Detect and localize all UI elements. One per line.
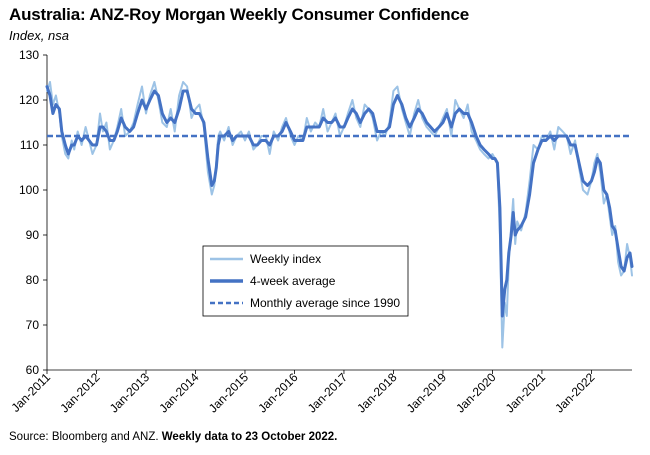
x-tick-label: Jan-2018 bbox=[354, 370, 400, 416]
legend-label-4week: 4-week average bbox=[250, 274, 336, 288]
source-note: Source: Bloomberg and ANZ. Weekly data t… bbox=[9, 431, 337, 443]
x-tick-label: Jan-2017 bbox=[305, 370, 351, 416]
x-tick-label: Jan-2021 bbox=[503, 370, 549, 416]
series-layer bbox=[45, 81, 634, 349]
y-tick-label: 70 bbox=[26, 318, 40, 332]
y-tick-label: 110 bbox=[20, 138, 39, 152]
legend-label-monthly-average: Monthly average since 1990 bbox=[250, 296, 400, 310]
x-tick-label: Jan-2022 bbox=[552, 370, 598, 416]
y-tick-label: 90 bbox=[26, 228, 40, 242]
x-tick-label: Jan-2013 bbox=[107, 370, 153, 416]
source-date-note: Weekly data to 23 October 2022. bbox=[161, 431, 338, 443]
x-tick-label: Jan-2015 bbox=[206, 370, 252, 416]
chart-title: Australia: ANZ-Roy Morgan Weekly Consume… bbox=[9, 5, 470, 24]
x-tick-label: Jan-2016 bbox=[255, 370, 301, 416]
legend: Weekly index 4-week average Monthly aver… bbox=[202, 245, 409, 317]
series-line-4-week-average bbox=[45, 85, 634, 318]
y-tick-label: 60 bbox=[26, 363, 40, 377]
y-tick-label: 100 bbox=[19, 183, 39, 197]
y-tick-label: 130 bbox=[19, 48, 39, 62]
chart-subtitle: Index, nsa bbox=[9, 28, 69, 43]
x-tick-label: Jan-2020 bbox=[453, 370, 499, 416]
source-text: Source: Bloomberg and ANZ. bbox=[9, 431, 162, 443]
y-tick-label: 120 bbox=[19, 93, 39, 107]
x-tick-label: Jan-2012 bbox=[57, 370, 103, 416]
legend-label-weekly: Weekly index bbox=[250, 252, 321, 266]
y-tick-label: 80 bbox=[26, 273, 40, 287]
x-tick-label: Jan-2014 bbox=[156, 370, 202, 416]
x-tick-label: Jan-2019 bbox=[404, 370, 450, 416]
